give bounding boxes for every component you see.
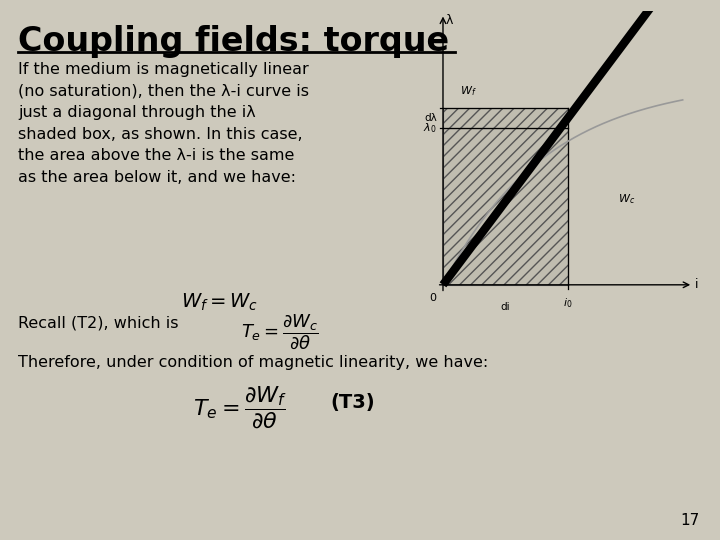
Text: $T_e = \dfrac{\partial W_f}{\partial \theta}$: $T_e = \dfrac{\partial W_f}{\partial \th…	[193, 385, 287, 431]
Bar	[443, 108, 568, 128]
Text: $i_0$: $i_0$	[563, 296, 573, 310]
Text: If the medium is magnetically linear
(no saturation), then the λ-i curve is
just: If the medium is magnetically linear (no…	[18, 62, 309, 185]
Text: $W_f$: $W_f$	[459, 84, 477, 98]
Text: $\lambda_0$: $\lambda_0$	[423, 121, 437, 134]
Bar	[443, 128, 568, 285]
Text: $W_c$: $W_c$	[618, 192, 635, 206]
Text: dλ: dλ	[424, 113, 437, 123]
Text: $W_f = W_c$: $W_f = W_c$	[181, 292, 258, 313]
Text: λ: λ	[446, 14, 454, 26]
Text: (T3): (T3)	[330, 393, 374, 412]
Text: di: di	[500, 302, 510, 312]
Text: 0: 0	[430, 293, 437, 303]
Text: Coupling fields: torque: Coupling fields: torque	[18, 25, 449, 58]
Text: Therefore, under condition of magnetic linearity, we have:: Therefore, under condition of magnetic l…	[18, 355, 488, 370]
Text: i: i	[696, 278, 698, 291]
Text: Recall (T2), which is: Recall (T2), which is	[18, 315, 179, 330]
Text: $T_e = \dfrac{\partial W_c}{\partial \theta}$: $T_e = \dfrac{\partial W_c}{\partial \th…	[241, 312, 319, 351]
Text: 17: 17	[680, 513, 700, 528]
